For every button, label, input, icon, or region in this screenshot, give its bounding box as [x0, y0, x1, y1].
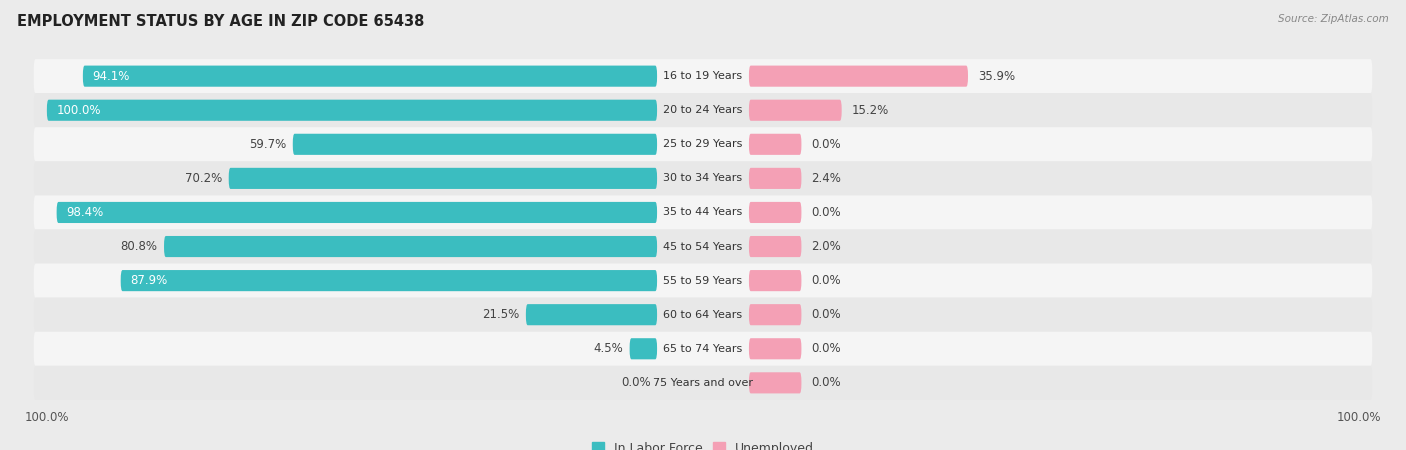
FancyBboxPatch shape [749, 338, 801, 360]
Text: 65 to 74 Years: 65 to 74 Years [664, 344, 742, 354]
Text: 16 to 19 Years: 16 to 19 Years [664, 71, 742, 81]
FancyBboxPatch shape [34, 162, 1372, 195]
Text: 55 to 59 Years: 55 to 59 Years [664, 275, 742, 286]
FancyBboxPatch shape [34, 264, 1372, 297]
Text: 0.0%: 0.0% [811, 274, 841, 287]
Text: 75 Years and over: 75 Years and over [652, 378, 754, 388]
Text: 0.0%: 0.0% [811, 376, 841, 389]
Text: 0.0%: 0.0% [811, 308, 841, 321]
Text: 100.0%: 100.0% [56, 104, 101, 117]
Text: 80.8%: 80.8% [121, 240, 157, 253]
FancyBboxPatch shape [749, 168, 801, 189]
FancyBboxPatch shape [34, 297, 1372, 332]
Text: 45 to 54 Years: 45 to 54 Years [664, 242, 742, 252]
FancyBboxPatch shape [34, 230, 1372, 264]
Text: 0.0%: 0.0% [621, 376, 651, 389]
Text: 15.2%: 15.2% [852, 104, 889, 117]
FancyBboxPatch shape [34, 127, 1372, 162]
FancyBboxPatch shape [56, 202, 657, 223]
Text: Source: ZipAtlas.com: Source: ZipAtlas.com [1278, 14, 1389, 23]
FancyBboxPatch shape [292, 134, 657, 155]
FancyBboxPatch shape [34, 332, 1372, 366]
Text: 21.5%: 21.5% [482, 308, 519, 321]
Text: EMPLOYMENT STATUS BY AGE IN ZIP CODE 65438: EMPLOYMENT STATUS BY AGE IN ZIP CODE 654… [17, 14, 425, 28]
Text: 98.4%: 98.4% [66, 206, 104, 219]
FancyBboxPatch shape [121, 270, 657, 291]
FancyBboxPatch shape [34, 59, 1372, 93]
Text: 4.5%: 4.5% [593, 342, 623, 355]
Text: 35 to 44 Years: 35 to 44 Years [664, 207, 742, 217]
Text: 0.0%: 0.0% [811, 206, 841, 219]
FancyBboxPatch shape [229, 168, 657, 189]
Text: 35.9%: 35.9% [977, 70, 1015, 83]
Text: 25 to 29 Years: 25 to 29 Years [664, 140, 742, 149]
FancyBboxPatch shape [83, 66, 657, 87]
Text: 20 to 24 Years: 20 to 24 Years [664, 105, 742, 115]
Text: 2.4%: 2.4% [811, 172, 841, 185]
FancyBboxPatch shape [749, 270, 801, 291]
FancyBboxPatch shape [749, 66, 967, 87]
FancyBboxPatch shape [526, 304, 657, 325]
FancyBboxPatch shape [749, 304, 801, 325]
Text: 87.9%: 87.9% [131, 274, 167, 287]
FancyBboxPatch shape [749, 236, 801, 257]
Text: 94.1%: 94.1% [93, 70, 131, 83]
Text: 2.0%: 2.0% [811, 240, 841, 253]
Text: 59.7%: 59.7% [249, 138, 287, 151]
Text: 30 to 34 Years: 30 to 34 Years [664, 173, 742, 184]
FancyBboxPatch shape [749, 372, 801, 393]
FancyBboxPatch shape [34, 195, 1372, 230]
Text: 70.2%: 70.2% [186, 172, 222, 185]
Legend: In Labor Force, Unemployed: In Labor Force, Unemployed [592, 442, 814, 450]
FancyBboxPatch shape [749, 134, 801, 155]
FancyBboxPatch shape [630, 338, 657, 360]
FancyBboxPatch shape [749, 202, 801, 223]
FancyBboxPatch shape [46, 99, 657, 121]
Text: 0.0%: 0.0% [811, 342, 841, 355]
FancyBboxPatch shape [749, 99, 842, 121]
Text: 60 to 64 Years: 60 to 64 Years [664, 310, 742, 320]
FancyBboxPatch shape [34, 366, 1372, 400]
FancyBboxPatch shape [165, 236, 657, 257]
FancyBboxPatch shape [34, 93, 1372, 127]
Text: 0.0%: 0.0% [811, 138, 841, 151]
